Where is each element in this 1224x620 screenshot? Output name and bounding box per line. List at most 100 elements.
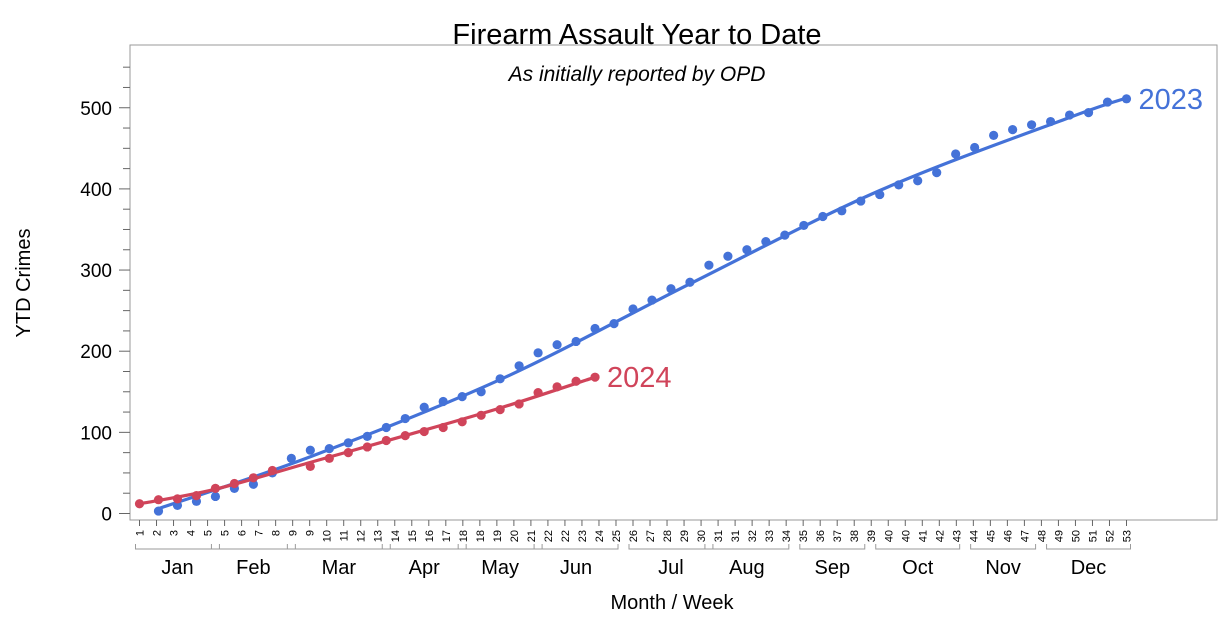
x-week-tick-label: 53 [1122, 530, 1134, 542]
month-label: Dec [1071, 557, 1107, 579]
x-week-tick-label: 44 [968, 530, 980, 542]
data-point-2023 [818, 211, 828, 222]
x-week-tick-label: 47 [1019, 530, 1031, 542]
x-week-tick-label: 39 [866, 530, 878, 542]
x-week-tick-label: 32 [747, 530, 759, 542]
x-week-tick-label: 33 [764, 530, 776, 542]
data-point-2023 [1045, 116, 1056, 127]
x-week-tick-label: 13 [373, 530, 385, 542]
y-tick-label: 200 [80, 342, 112, 363]
month-label: Jan [161, 557, 193, 579]
data-point-2023 [875, 189, 885, 200]
data-point-2024 [571, 376, 581, 386]
month-bracket [286, 544, 391, 550]
data-point-2023 [951, 149, 961, 159]
series-2023: 2023 [153, 84, 1203, 516]
data-point-2023 [1102, 97, 1113, 107]
x-week-tick-label: 12 [356, 530, 368, 542]
data-point-2023 [571, 336, 581, 347]
month-label: Sep [815, 557, 851, 579]
data-point-2024 [191, 491, 202, 501]
data-point-2024 [438, 422, 448, 433]
y-axis: 0 100 200 300 400 500 [80, 66, 130, 526]
x-week-tick-label: 43 [951, 530, 963, 542]
data-point-2023 [609, 319, 619, 329]
x-week-tick-label: 50 [1070, 530, 1082, 542]
month-label: Mar [322, 557, 357, 579]
month-bracket [799, 544, 866, 550]
data-point-2024 [305, 461, 315, 472]
x-week-tick-label: 18 [475, 530, 487, 542]
x-week-tick-label: 16 [424, 530, 436, 542]
data-point-2023 [457, 392, 467, 402]
x-week-tick-label: 31 [730, 530, 742, 542]
data-point-2024 [172, 494, 183, 504]
data-point-2024 [134, 499, 145, 509]
month-label: May [481, 557, 519, 579]
month-bracket [135, 544, 220, 550]
x-week-tick-label: 3 [169, 530, 181, 536]
x-week-tick-label: 21 [526, 530, 538, 542]
month-bracket [704, 544, 790, 550]
x-week-tick-label: 38 [849, 530, 861, 542]
x-week-tick-label: 18 [458, 530, 470, 542]
data-point-2023 [1083, 108, 1094, 118]
data-point-2024 [248, 473, 258, 483]
x-week-tick-label: 2 [152, 530, 164, 536]
data-point-2024 [267, 465, 277, 476]
data-point-2023 [1064, 110, 1075, 120]
plot-frame [129, 44, 1218, 521]
data-point-2023 [799, 220, 809, 231]
x-week-tick-label: 35 [798, 530, 810, 542]
data-point-2023 [970, 142, 980, 153]
data-point-2024 [153, 495, 164, 505]
x-week-tick-label: 22 [543, 530, 555, 542]
data-point-2024 [476, 410, 486, 420]
x-week-tick-label: 9 [288, 530, 300, 536]
y-tick-label: 0 [101, 505, 112, 526]
data-point-2023 [685, 277, 695, 287]
data-point-2024 [419, 426, 429, 437]
data-point-2024 [362, 442, 372, 452]
x-week-tick-label: 8 [271, 530, 283, 536]
data-point-2023 [248, 479, 258, 489]
series-layer: 2023 2024 [134, 84, 1203, 516]
data-point-2023 [780, 230, 790, 240]
x-week-tick-label: 27 [645, 530, 657, 542]
chart-subtitle: As initially reported by OPD [507, 63, 766, 86]
x-week-tick-label: 6 [237, 530, 249, 536]
x-week-tick-label: 24 [594, 530, 606, 542]
data-point-2024 [210, 483, 221, 493]
data-point-2023 [761, 237, 771, 247]
x-week-tick-label: 48 [1036, 530, 1048, 542]
x-week-tick-label: 1 [135, 530, 147, 536]
data-point-2023 [286, 453, 296, 463]
y-axis-label: YTD Crimes [13, 229, 35, 338]
data-point-2023 [742, 245, 752, 255]
data-point-2023 [514, 361, 524, 371]
data-point-2023 [495, 374, 505, 384]
data-point-2023 [533, 348, 543, 358]
x-week-tick-label: 5 [220, 530, 232, 536]
x-week-tick-label: 51 [1087, 530, 1099, 542]
data-point-2024 [457, 417, 467, 427]
data-point-2023 [704, 260, 714, 270]
data-point-2023 [837, 206, 847, 216]
x-week-tick-label: 31 [713, 530, 725, 542]
x-week-tick-label: 19 [492, 530, 504, 542]
month-label: Jul [658, 557, 684, 579]
x-week-tick-label: 45 [985, 530, 997, 542]
data-point-2023 [172, 500, 183, 510]
x-week-tick-label: 46 [1002, 530, 1014, 542]
data-point-2023 [438, 396, 448, 407]
x-week-tick-label: 40 [883, 530, 895, 542]
x-axis-label: Month / Week [610, 592, 734, 614]
data-point-2023 [153, 506, 164, 516]
x-week-tick-label: 14 [390, 530, 402, 542]
data-point-2023 [628, 304, 638, 314]
data-point-2024 [533, 387, 543, 398]
month-bracket [210, 544, 296, 550]
data-point-2023 [343, 438, 353, 448]
series-2024: 2024 [134, 362, 672, 509]
